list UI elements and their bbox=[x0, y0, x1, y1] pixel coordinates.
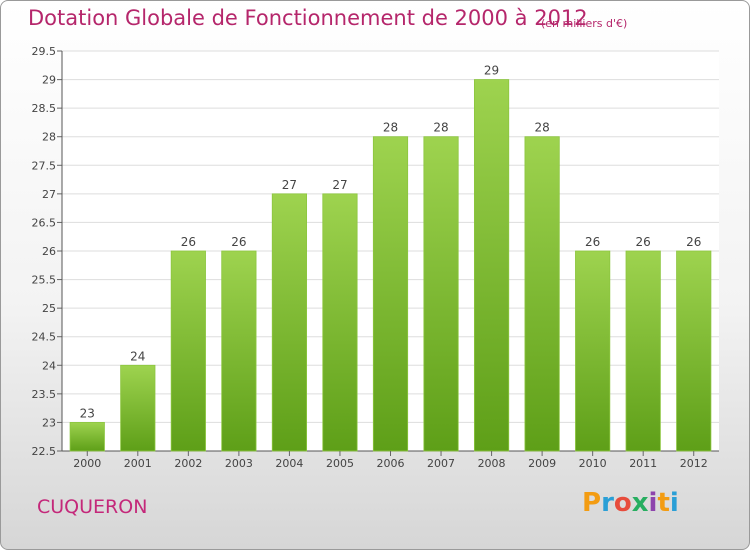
chart-title: Dotation Globale de Fonctionnement de 20… bbox=[28, 6, 588, 30]
bar bbox=[271, 193, 308, 452]
data-label: 27 bbox=[282, 178, 297, 192]
proxiti-logo: Proxiti bbox=[582, 488, 679, 518]
chart-unit: (en milliers d'€) bbox=[541, 17, 628, 30]
bar bbox=[322, 193, 358, 452]
y-tick-label: 28.5 bbox=[32, 102, 57, 115]
logo-letter: r bbox=[601, 488, 614, 518]
y-tick-label: 27 bbox=[42, 188, 56, 201]
y-tick-label: 24.5 bbox=[32, 331, 57, 344]
data-label: 26 bbox=[686, 235, 701, 249]
x-tick-label: 2006 bbox=[377, 457, 405, 470]
x-tick-label: 2004 bbox=[275, 457, 303, 470]
data-label: 27 bbox=[332, 178, 347, 192]
y-tick-label: 24 bbox=[42, 359, 56, 372]
y-tick-label: 25 bbox=[42, 302, 56, 315]
x-tick-label: 2003 bbox=[225, 457, 253, 470]
logo-letter: P bbox=[582, 488, 602, 518]
x-tick-label: 2012 bbox=[680, 457, 708, 470]
bar bbox=[524, 136, 560, 452]
bar bbox=[170, 250, 206, 452]
bar bbox=[625, 250, 661, 452]
x-tick-label: 2009 bbox=[528, 457, 556, 470]
y-tick-label: 29 bbox=[42, 74, 56, 87]
logo-letter: i bbox=[648, 488, 658, 518]
x-tick-label: 2010 bbox=[579, 457, 607, 470]
x-tick-label: 2002 bbox=[174, 457, 202, 470]
y-tick-label: 22.5 bbox=[32, 445, 57, 458]
bar bbox=[575, 250, 611, 452]
data-label: 26 bbox=[231, 235, 246, 249]
x-tick-label: 2011 bbox=[629, 457, 657, 470]
data-label: 28 bbox=[433, 121, 448, 135]
bar bbox=[423, 136, 459, 452]
bar bbox=[221, 250, 257, 452]
bar bbox=[69, 422, 105, 452]
bar bbox=[473, 79, 510, 452]
logo-letter: o bbox=[613, 488, 632, 518]
y-tick-label: 29.5 bbox=[32, 45, 57, 58]
x-tick-label: 2005 bbox=[326, 457, 354, 470]
x-tick-label: 2000 bbox=[73, 457, 101, 470]
y-tick-label: 23.5 bbox=[32, 388, 57, 401]
y-tick-label: 28 bbox=[42, 131, 56, 144]
y-tick-label: 25.5 bbox=[32, 274, 57, 287]
bar bbox=[676, 250, 712, 452]
data-label: 26 bbox=[181, 235, 196, 249]
x-tick-label: 2007 bbox=[427, 457, 455, 470]
data-label: 29 bbox=[484, 64, 499, 78]
logo-letter: x bbox=[631, 488, 649, 518]
data-label: 26 bbox=[636, 235, 651, 249]
y-tick-label: 27.5 bbox=[32, 159, 57, 172]
data-label: 28 bbox=[534, 121, 549, 135]
logo-letter: i bbox=[669, 488, 679, 518]
bar bbox=[120, 364, 156, 452]
bar bbox=[372, 136, 409, 452]
commune-name: CUQUERON bbox=[37, 496, 148, 518]
y-tick-label: 23 bbox=[42, 416, 56, 429]
data-label: 23 bbox=[80, 406, 95, 420]
x-tick-label: 2001 bbox=[124, 457, 152, 470]
logo-letter: t bbox=[657, 488, 670, 518]
x-tick-label: 2008 bbox=[478, 457, 506, 470]
data-label: 24 bbox=[130, 349, 145, 363]
data-label: 26 bbox=[585, 235, 600, 249]
data-label: 28 bbox=[383, 121, 398, 135]
y-tick-label: 26 bbox=[42, 245, 56, 258]
y-tick-label: 26.5 bbox=[32, 216, 57, 229]
